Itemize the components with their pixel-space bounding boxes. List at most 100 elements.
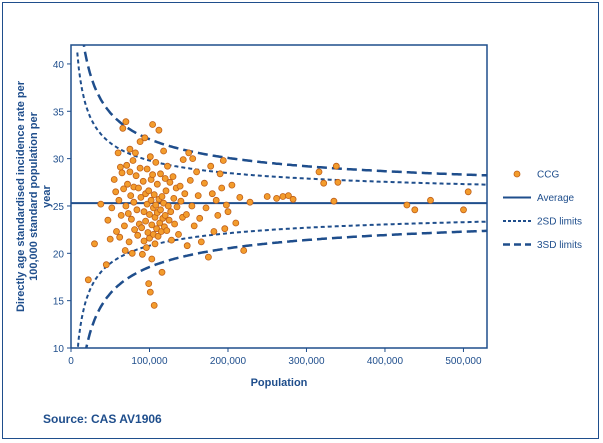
ccg-point [132,172,140,180]
ccg-point [210,228,218,235]
ccg-point [135,184,142,192]
y-axis-label: Directly age standardised incidence rate… [15,80,53,312]
ccg-point [171,220,179,228]
ccg-point [332,162,340,170]
ccg-point [188,202,196,210]
ccg-point [112,188,120,196]
ccg-point [334,178,342,186]
x-tick-label: 200,000 [210,356,247,367]
legend-label: 2SD limits [537,217,582,228]
ccg-point [114,149,122,157]
x-tick-label: 500,000 [445,356,482,367]
ccg-point [127,192,135,200]
ccg-point [136,164,144,172]
ccg-point [142,217,150,225]
ccg-point [146,211,153,218]
ccg-point [157,206,164,214]
ccg-point [194,192,202,200]
ccg-point [152,158,160,166]
ccg-point [144,229,152,236]
ccg-point [173,203,181,211]
ccg-point [106,235,114,243]
ccg-point [122,202,130,210]
ccg-point [119,124,127,132]
ccg-point [190,222,198,230]
two-sd-limit-line [76,220,487,348]
ccg-point [137,193,145,201]
ccg-point [129,157,137,164]
ccg-point [162,187,170,195]
ccg-point [102,261,110,269]
ccg-point [212,196,220,204]
y-tick-label: 10 [53,344,65,355]
ccg-point [236,193,244,201]
two-sd-limit-line [76,52,487,186]
ccg-point [320,179,328,187]
ccg-point [246,198,254,206]
ccg-point [108,204,116,212]
ccg-point [168,236,175,244]
ccg-point [196,214,204,222]
ccg-point [164,202,172,210]
funnel-plot: 0 100,000 200,000 300,000 400,000 500,000 10 15… [15,44,582,389]
ccg-point [145,187,153,195]
ccg-point [169,173,177,181]
ccg-point [289,195,297,203]
ccg-point [185,149,193,157]
ccg-point [148,255,156,263]
ccg-point [214,211,222,219]
ccg-point [139,177,147,185]
ccg-point [177,197,185,205]
ccg-point [219,157,227,164]
ccg-point [140,208,148,216]
legend-label: 3SD limits [537,240,582,251]
ccg-point [146,288,154,296]
ccg-point [427,196,434,204]
ccg-point [120,185,127,193]
ccg-point [110,176,118,183]
ccg-point [181,190,189,198]
ccg-point [117,211,125,219]
ccg-point [193,168,201,176]
ccg-point [124,210,132,217]
legend-label: CCG [537,170,559,181]
axis-ticks: 0 100,000 200,000 300,000 400,000 500,000 10 15… [53,60,482,367]
x-tick-label: 400,000 [367,356,404,367]
ccg-point [104,216,112,224]
ccg-point [330,197,338,205]
ccg-point [161,175,169,182]
ccg-point [118,169,126,177]
ccg-point [189,155,197,163]
ccg-point [186,176,194,184]
ccg-point [125,238,133,246]
ccg-point [121,247,129,254]
ccg-point [148,221,156,229]
ccg-point [160,147,168,155]
ccg-point [131,149,139,157]
ccg-point [150,191,158,199]
ccg-point [315,168,323,176]
ccg-point [158,193,166,200]
ccg-point [140,237,148,245]
ccg-point [84,276,92,284]
ccg-point [138,250,146,258]
x-axis-label: Population [251,377,308,389]
ccg-point [411,206,419,214]
chart-frame: 0 100,000 200,000 300,000 400,000 500,000 10 15… [2,2,599,439]
ccg-point [131,226,139,234]
ccg-point [176,182,184,190]
ccg-point [240,247,248,254]
ccg-point [124,180,131,188]
y-tick-label: 25 [53,202,65,213]
ccg-point [134,231,142,239]
ccg-point [167,208,175,216]
ccg-point [123,161,131,169]
svg-text:Directly age standardised inci: Directly age standardised incidence rate… [15,80,53,312]
x-tick-label: 300,000 [288,356,325,367]
ccg-point [157,170,164,178]
ccg-point [179,156,187,164]
ccg-point [165,216,173,224]
ccg-point [208,190,216,198]
ccg-point [126,168,134,176]
ccg-point [126,145,134,153]
